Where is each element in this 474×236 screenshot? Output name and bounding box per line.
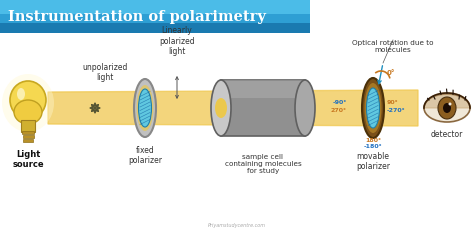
Text: fixed
polarizer: fixed polarizer [128,146,162,165]
Text: -90°: -90° [333,101,347,105]
Ellipse shape [448,102,452,105]
Ellipse shape [2,74,54,132]
Bar [0,0,310,33]
Text: 270°: 270° [331,108,347,113]
Bar [221,80,306,136]
Ellipse shape [10,81,46,119]
Text: 180°: 180° [365,138,381,143]
Ellipse shape [438,97,456,119]
Ellipse shape [137,85,154,131]
Text: sample cell
containing molecules
for study: sample cell containing molecules for stu… [225,154,301,174]
Ellipse shape [362,78,384,138]
Text: Priyamstudycentre.com: Priyamstudycentre.com [208,223,266,228]
Text: 0°: 0° [387,70,395,76]
Ellipse shape [366,88,380,128]
Ellipse shape [211,80,231,136]
Text: 90°: 90° [387,101,399,105]
Text: Light
source: Light source [12,150,44,169]
Bar [0,23,310,33]
Text: unpolarized
light: unpolarized light [82,63,128,82]
Text: movable
polarizer: movable polarizer [356,152,390,171]
Text: Optical rotation due to
molecules: Optical rotation due to molecules [352,40,434,53]
Ellipse shape [365,83,382,133]
Text: detector: detector [431,130,463,139]
Bar [221,80,306,98]
Bar [23,135,34,138]
Text: -180°: -180° [364,143,383,148]
Bar [22,131,34,134]
Bar [21,120,35,132]
Ellipse shape [443,103,451,113]
Ellipse shape [424,94,470,122]
Text: Linearly
polarized
light: Linearly polarized light [159,26,195,56]
Polygon shape [48,90,418,126]
Ellipse shape [138,89,152,127]
Bar [0,0,310,14]
Polygon shape [424,93,470,108]
Ellipse shape [295,80,315,136]
Ellipse shape [134,79,156,137]
Ellipse shape [215,98,227,118]
Text: -270°: -270° [387,108,406,113]
Bar [23,139,33,142]
Ellipse shape [17,88,25,100]
Text: Instrumentation of polarimetry: Instrumentation of polarimetry [8,10,266,24]
Ellipse shape [14,100,42,124]
